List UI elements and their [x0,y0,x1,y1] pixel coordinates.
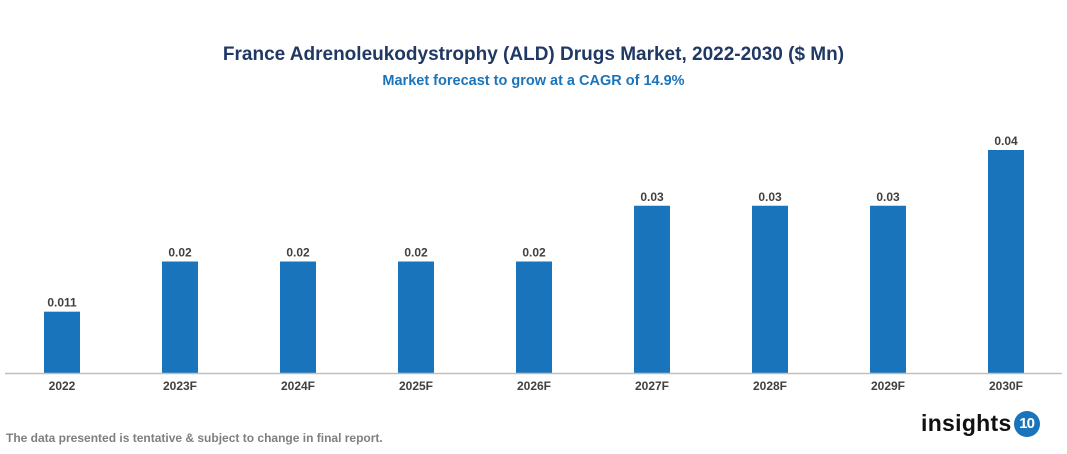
bar [752,205,788,373]
chart-title: France Adrenoleukodystrophy (ALD) Drugs … [222,44,845,65]
x-tick-label: 2024F [281,379,315,393]
x-tick-label: 2025F [399,379,433,393]
x-tick-label: 2022 [49,379,76,393]
bar [398,261,434,373]
data-label: 0.04 [994,134,1018,148]
chart-subtitle: Market forecast to grow at a CAGR of 14.… [382,73,685,89]
bar [870,205,906,373]
x-tick-label: 2029F [871,379,905,393]
bar [280,261,316,373]
insights10-logo: insights 10 [921,410,1040,437]
data-label: 0.02 [404,246,428,260]
footnote: The data presented is tentative & subjec… [6,431,383,445]
x-tick-label: 2030F [989,379,1023,393]
x-tick-label: 2028F [753,379,787,393]
data-label: 0.03 [876,190,900,204]
x-tick-label: 2027F [635,379,669,393]
data-label: 0.02 [286,246,310,260]
x-tick-label: 2023F [163,379,197,393]
bar [634,205,670,373]
bar [162,261,198,373]
logo-text: insights [921,410,1012,436]
x-tick-label: 2026F [517,379,551,393]
bar [44,311,80,373]
data-label: 0.03 [640,190,664,204]
bar [516,261,552,373]
logo-badge: 10 [1013,410,1040,437]
bar [988,150,1024,373]
data-label: 0.02 [168,246,192,260]
data-label: 0.011 [47,296,77,310]
data-label: 0.02 [522,246,546,260]
data-label: 0.03 [758,190,782,204]
